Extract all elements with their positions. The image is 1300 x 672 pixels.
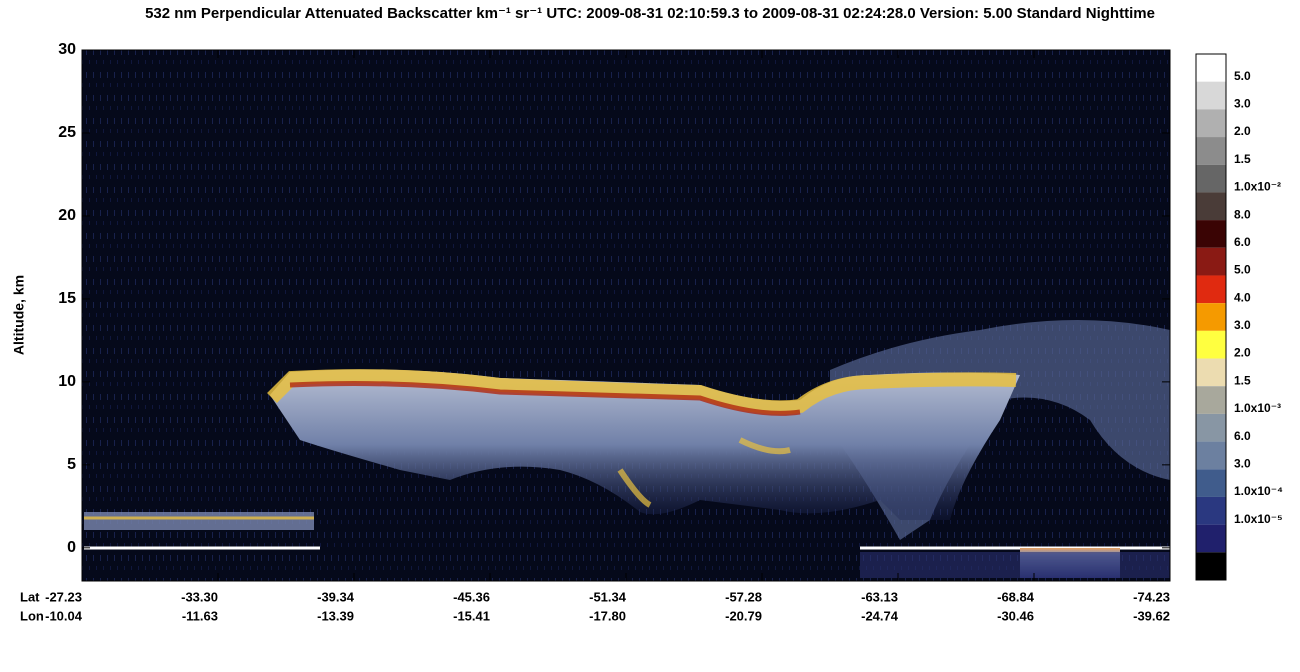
colorbar-swatch [1196, 552, 1226, 580]
colorbar-label: 5.0 [1234, 263, 1251, 277]
colorbar-swatch [1196, 137, 1226, 165]
subsurface [860, 552, 1170, 578]
colorbar-label: 4.0 [1234, 290, 1251, 304]
chart-title: 532 nm Perpendicular Attenuated Backscat… [145, 5, 1155, 22]
lat-label: -68.84 [997, 589, 1035, 604]
lon-label: -24.74 [861, 608, 899, 623]
y-tick-label: 5 [67, 456, 76, 473]
colorbar-label: 8.0 [1234, 207, 1251, 221]
lon-label: -15.41 [453, 608, 490, 623]
y-tick-label: 30 [58, 41, 76, 58]
colorbar-label: 2.0 [1234, 346, 1251, 360]
cloud-streaks [617, 437, 791, 508]
colorbar-swatch [1196, 386, 1226, 414]
colorbar-label: 2.0 [1234, 124, 1251, 138]
colorbar-swatch [1196, 164, 1226, 193]
colorbar-swatch [1196, 81, 1226, 110]
colorbar-label: 5.0 [1234, 69, 1251, 83]
colorbar-swatch [1196, 330, 1226, 359]
y-axis-label: Altitude, km [11, 275, 27, 355]
colorbar-label: 3.0 [1234, 97, 1251, 111]
colorbar-swatch [1196, 275, 1226, 304]
colorbar-swatch [1196, 109, 1226, 138]
colorbar-swatch [1196, 247, 1226, 276]
colorbar-swatch [1196, 441, 1226, 470]
x-row-label: Lat [20, 589, 40, 604]
lon-label: -30.46 [997, 608, 1034, 623]
colorbar-label: 1.0x10⁻⁵ [1234, 512, 1283, 526]
lon-label: -13.39 [317, 608, 354, 623]
y-tick-label: 25 [58, 124, 76, 141]
y-tick-label: 20 [58, 207, 76, 224]
lat-label: -51.34 [589, 589, 627, 604]
x-row-label: Lon [20, 608, 44, 623]
curtain-image [81, 49, 1171, 582]
colorbar-swatch [1196, 524, 1226, 553]
colorbar-swatch [1196, 469, 1226, 497]
y-tick-label: 10 [58, 373, 76, 390]
y-tick-label: 15 [58, 290, 76, 307]
colorbar-swatch [1196, 413, 1226, 442]
colorbar-label: 3.0 [1234, 456, 1251, 470]
lon-label: -10.04 [45, 608, 83, 623]
lat-label: -33.30 [181, 589, 218, 604]
y-tick-label: 0 [67, 539, 76, 556]
colorbar-swatch [1196, 358, 1226, 387]
lat-label: -57.28 [725, 589, 762, 604]
lon-label: -39.62 [1133, 608, 1170, 623]
colorbar-label: 6.0 [1234, 429, 1251, 443]
lon-label: -20.79 [725, 608, 762, 623]
cloud-body [270, 369, 1020, 520]
colorbar-swatch [1196, 496, 1226, 525]
low-cloud [84, 512, 314, 530]
colorbar-label: 1.0x10⁻³ [1234, 401, 1281, 415]
colorbar-label: 1.0x10⁻⁴ [1234, 484, 1283, 498]
colorbar-swatch [1196, 220, 1226, 248]
colorbar-frame [1195, 53, 1227, 581]
lat-label: -39.34 [317, 589, 355, 604]
lat-label: -45.36 [453, 589, 490, 604]
cloud-top-strong [289, 381, 801, 416]
lat-label: -63.13 [861, 589, 898, 604]
colorbar-swatch [1196, 54, 1226, 82]
colorbar-label: 1.5 [1234, 152, 1251, 166]
cloud-top-bright [267, 369, 1017, 415]
lon-label: -11.63 [182, 608, 218, 623]
colorbar-swatch [1196, 192, 1226, 221]
colorbar-label: 1.5 [1234, 373, 1251, 387]
colorbar-label: 1.0x10⁻² [1234, 180, 1281, 194]
colorbar-label: 6.0 [1234, 235, 1251, 249]
lat-label: -74.23 [1133, 589, 1170, 604]
colorbar-swatch [1196, 303, 1226, 331]
lat-label: -27.23 [45, 589, 82, 604]
colorbar-label: 3.0 [1234, 318, 1251, 332]
lon-label: -17.80 [589, 608, 626, 623]
